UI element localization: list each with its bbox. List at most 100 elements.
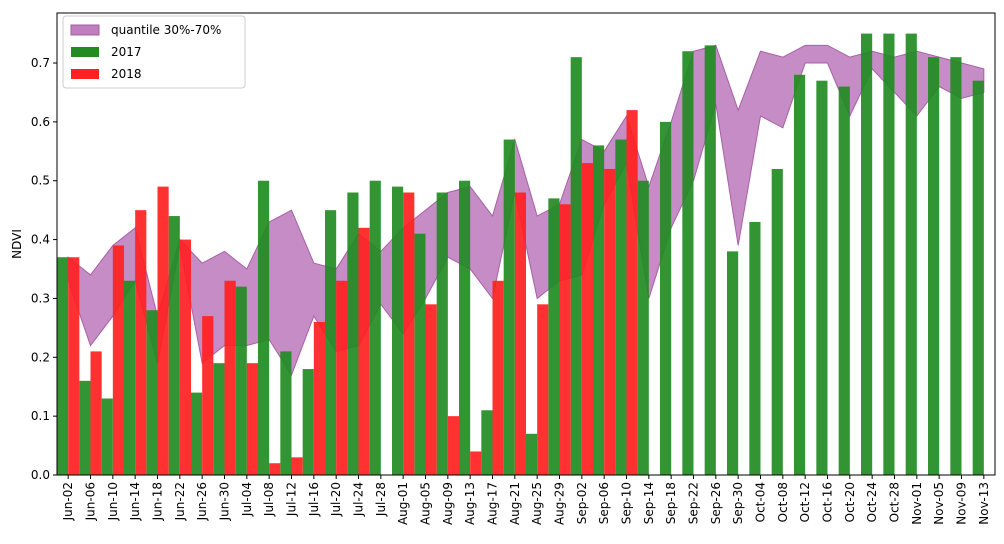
- bar-2017-Jul-28: [369, 180, 381, 476]
- x-tick-label: Sep-22: [687, 482, 701, 524]
- x-tick-label: Jul-16: [307, 482, 321, 517]
- x-tick-label: Aug-25: [530, 482, 544, 525]
- bar-2017-Jun-10: [101, 398, 113, 475]
- x-tick-label: Jun-14: [128, 482, 142, 521]
- x-tick-label: Oct-28: [888, 482, 902, 522]
- bar-2017-Sep-14: [637, 180, 649, 476]
- bar-2017-Sep-22: [682, 51, 694, 475]
- x-tick-label: Jul-12: [285, 482, 299, 517]
- x-tick-label: Nov-09: [955, 482, 969, 525]
- bar-2018-Aug-13: [470, 451, 482, 475]
- x-tick-label: Jun-30: [218, 482, 232, 521]
- bar-2018-Jul-08: [269, 463, 281, 475]
- x-tick-label: Aug-13: [463, 482, 477, 525]
- x-tick-label: Sep-26: [709, 482, 723, 524]
- bar-2017-Jun-26: [191, 392, 203, 475]
- bar-2017-Aug-21: [503, 139, 515, 476]
- bar-2018-Jul-12: [291, 457, 303, 475]
- x-tick-label: Aug-09: [441, 482, 455, 525]
- y-tick-label: 0.0: [31, 468, 50, 482]
- x-tick-label: Oct-12: [798, 482, 812, 522]
- bar-2018-Aug-17: [492, 280, 504, 475]
- plot-frame: [56, 12, 996, 476]
- x-tick-label: Aug-17: [486, 482, 500, 525]
- legend-label-2018: 2018: [111, 67, 142, 81]
- bar-2018-Aug-09: [447, 416, 459, 475]
- bar-2017-Aug-29: [548, 198, 560, 475]
- bar-2017-Aug-25: [526, 433, 538, 475]
- bar-2017-Sep-06: [593, 145, 605, 476]
- bar-2018-Aug-05: [425, 304, 437, 475]
- bar-2017-Aug-05: [414, 233, 426, 475]
- bar-2017-Oct-20: [838, 86, 850, 475]
- x-tick-label: Jul-20: [329, 482, 343, 517]
- bar-2018-Jun-14: [135, 210, 147, 475]
- x-tick-label: Aug-01: [396, 482, 410, 525]
- bar-2017-Aug-17: [481, 410, 493, 475]
- bar-2017-Jun-18: [146, 310, 158, 475]
- y-tick-label: 0.3: [31, 291, 50, 305]
- bar-2017-Jul-04: [235, 286, 247, 475]
- bar-2017-Jun-14: [124, 280, 136, 475]
- y-tick-label: 0.4: [31, 233, 50, 247]
- y-tick-label: 0.5: [31, 174, 50, 188]
- x-tick-label: Jun-22: [173, 482, 187, 521]
- bar-2018-Aug-01: [403, 192, 415, 475]
- axes: 0.0 0.1 0.2 0.3 0.4 0.5 0.6 0.7 Jun-02 Jun-06 Jun-…: [31, 12, 996, 525]
- x-tick-label: Jun-02: [61, 482, 75, 521]
- x-tick-label: Jun-06: [84, 482, 98, 521]
- x-tick-label: Aug-05: [419, 482, 433, 525]
- x-tick-label: Jul-04: [240, 482, 254, 517]
- bar-2017-Jul-16: [302, 369, 314, 475]
- x-tick-label: Sep-30: [731, 482, 745, 524]
- bar-2017-Jul-08: [258, 180, 270, 476]
- bar-2018-Sep-02: [581, 163, 593, 475]
- bar-2017-Oct-04: [749, 221, 761, 475]
- bar-2017-Aug-13: [459, 180, 471, 476]
- bar-2018-Jul-16: [313, 321, 325, 475]
- x-tick-label: Oct-08: [776, 482, 790, 522]
- y-axis-label: NDVI: [10, 229, 24, 259]
- bar-2017-Aug-01: [392, 186, 404, 475]
- bar-2018-Aug-29: [559, 204, 571, 475]
- bar-2017-Jun-02: [57, 257, 69, 475]
- bar-2017-Sep-10: [615, 139, 627, 476]
- bar-2018-Jun-02: [68, 257, 80, 475]
- x-tick-label: Oct-24: [865, 482, 879, 522]
- bar-2018-Jul-24: [358, 227, 370, 475]
- y-tick-label: 0.2: [31, 350, 50, 364]
- x-tick-label: Oct-20: [843, 482, 857, 522]
- bar-2017-Jun-22: [168, 216, 180, 476]
- x-tick-label: Jul-28: [374, 482, 388, 517]
- bar-2017-Sep-26: [704, 45, 716, 476]
- bar-2017-Jul-12: [280, 351, 292, 475]
- bar-2017-Nov-13: [972, 80, 984, 476]
- x-tick-label: Jun-10: [106, 482, 120, 521]
- bar-2017-Nov-09: [950, 57, 962, 475]
- x-tick-label: Oct-16: [821, 482, 835, 522]
- x-tick-label: Sep-18: [664, 482, 678, 524]
- bar-2018-Jun-10: [112, 245, 124, 475]
- bar-2017-Aug-09: [436, 192, 448, 475]
- x-tick-label: Oct-04: [754, 482, 768, 522]
- x-tick-label: Sep-06: [597, 482, 611, 524]
- y-tick-label: 0.7: [31, 56, 50, 70]
- legend-swatch-2017: [71, 47, 99, 57]
- bar-2017-Sep-18: [660, 121, 672, 475]
- bar-2017-Oct-12: [794, 74, 806, 476]
- legend: quantile 30%-70% 2017 2018: [62, 15, 246, 89]
- bar-2018-Aug-21: [514, 192, 526, 475]
- bar-2017-Nov-05: [928, 57, 940, 475]
- x-tick-label: Sep-10: [620, 482, 634, 524]
- bar-2017-Sep-30: [727, 251, 739, 475]
- legend-swatch-quantile: [70, 24, 100, 36]
- bar-2018-Jun-06: [90, 351, 102, 475]
- bar-2017-Jul-20: [325, 210, 337, 475]
- bar-2018-Jul-04: [246, 363, 258, 475]
- legend-label-2017: 2017: [111, 45, 142, 59]
- bar-2017-Jun-06: [79, 380, 91, 475]
- legend-swatch-2018: [71, 69, 99, 79]
- x-tick-label: Nov-01: [910, 482, 924, 525]
- x-tick-label: Jun-26: [195, 482, 209, 521]
